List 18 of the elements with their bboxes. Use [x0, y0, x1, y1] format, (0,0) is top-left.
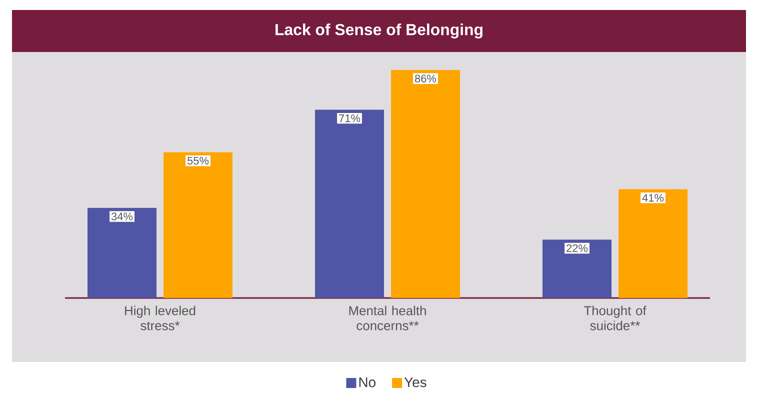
- data-label: 86%: [415, 74, 436, 82]
- x-tick-label: Mental health concerns**: [349, 306, 426, 330]
- bar: [88, 208, 157, 298]
- bar: [618, 189, 688, 298]
- chart-title: Lack of Sense of Belonging: [276, 24, 482, 38]
- legend-label: Yes: [404, 377, 426, 388]
- data-label: 71%: [339, 114, 360, 122]
- legend-label: No: [359, 377, 376, 388]
- data-label: 22%: [566, 244, 588, 252]
- data-label: 41%: [642, 194, 664, 202]
- bar: [164, 152, 233, 298]
- data-label: 34%: [111, 212, 133, 220]
- bar: [315, 110, 384, 298]
- bar: [542, 240, 612, 298]
- x-tick-label: Thought of suicide**: [584, 306, 646, 330]
- data-label: 55%: [187, 156, 209, 165]
- bar: [391, 70, 460, 298]
- x-tick-label: High leveled stress*: [125, 306, 196, 330]
